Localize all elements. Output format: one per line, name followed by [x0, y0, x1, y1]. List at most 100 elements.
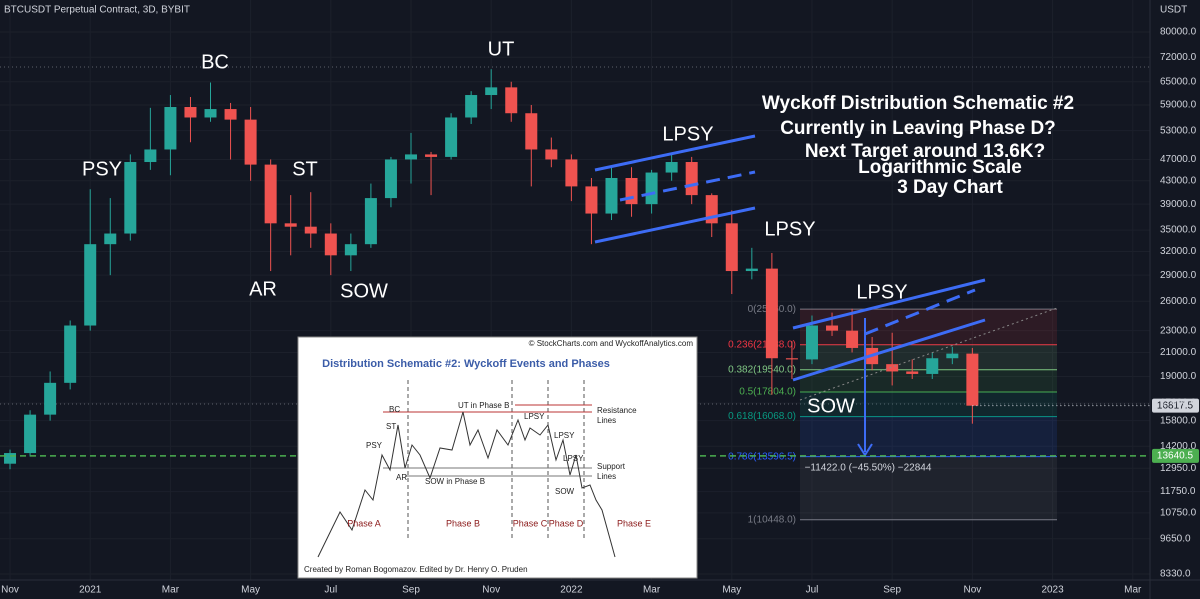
chart-title: BTCUSDT Perpetual Contract, 3D, BYBIT	[4, 5, 190, 16]
channel-mid	[619, 170, 756, 202]
candle-body	[725, 223, 738, 272]
y-tick-label: 21000.0	[1160, 347, 1197, 358]
candle-body	[304, 226, 317, 234]
description-line: 3 Day Chart	[897, 177, 1003, 198]
inset-event: ST	[386, 422, 396, 431]
fib-trend	[799, 307, 1058, 401]
x-tick-label: May	[241, 585, 260, 596]
candle-body	[846, 330, 859, 348]
inset-phase: Phase C	[513, 518, 548, 528]
y-tick-label: 19000.0	[1160, 371, 1197, 382]
y-tick-label: 12950.0	[1160, 463, 1197, 474]
inset-event: AR	[396, 473, 407, 482]
x-tick-label: 2022	[560, 585, 583, 596]
candle-body	[826, 325, 839, 331]
candle-body	[685, 162, 698, 196]
candle-body	[184, 107, 197, 118]
y-tick-label: 29000.0	[1160, 270, 1197, 281]
candle-body	[264, 164, 277, 224]
candle-body	[324, 233, 337, 256]
y-tick-label: 9650.0	[1160, 533, 1191, 544]
price-badge-label: 16817.5	[1157, 400, 1194, 411]
candle-body	[344, 244, 357, 256]
candle-body	[946, 353, 959, 359]
annotation: AR	[249, 278, 277, 300]
fib-label: 0.786(13596.5)	[728, 451, 796, 462]
candle-body	[284, 223, 297, 227]
annotation: LPSY	[764, 218, 815, 240]
candle-body	[926, 358, 939, 374]
x-tick-label: Sep	[883, 585, 901, 596]
candle-body	[545, 149, 558, 160]
inset-event: Resistance	[597, 406, 637, 415]
candle-body	[84, 244, 97, 326]
x-tick-label: May	[722, 585, 741, 596]
x-tick-label: Mar	[1124, 585, 1142, 596]
candle-body	[44, 382, 57, 415]
candle-body	[745, 268, 758, 272]
annotation: UT	[488, 38, 515, 60]
channel-mid	[864, 288, 976, 336]
candle-body	[525, 113, 538, 150]
channels	[594, 134, 986, 457]
x-tick-label: 2021	[79, 585, 102, 596]
price-badge-label: 13640.5	[1157, 450, 1194, 461]
candle-body	[645, 172, 658, 205]
x-tick-label: Mar	[162, 585, 180, 596]
inset-event: PSY	[366, 441, 383, 450]
candle-body	[485, 87, 498, 96]
x-tick-label: Nov	[1, 585, 19, 596]
candle-body	[805, 325, 818, 360]
candle-body	[204, 109, 217, 118]
fib-label: 0.5(17804.0)	[739, 387, 796, 398]
y-tick-label: 39000.0	[1160, 199, 1197, 210]
inset-phase: Phase D	[549, 518, 584, 528]
y-tick-label: 11750.0	[1160, 486, 1196, 497]
candle-body	[966, 353, 979, 406]
channel-line	[594, 134, 756, 172]
candles	[4, 69, 979, 470]
fib-label: 0.236(21688.0)	[728, 339, 796, 350]
candle-body	[625, 177, 638, 205]
fib-zone	[800, 416, 1057, 457]
channel-line	[792, 318, 986, 382]
annotation: ST	[292, 158, 318, 180]
inset-event: LPSY	[554, 431, 575, 440]
description-line: Next Target around 13.6K?	[805, 141, 1045, 162]
description-line: Currently in Leaving Phase D?	[780, 118, 1056, 139]
annotation: SOW	[807, 395, 855, 417]
inset-frame	[297, 336, 698, 579]
measure-label: −11422.0 (−45.50%) −22844	[805, 463, 932, 474]
candle-body	[364, 198, 377, 245]
y-tick-label: 65000.0	[1160, 76, 1197, 87]
candle-body	[605, 177, 618, 214]
inset-event: Lines	[597, 472, 616, 481]
candle-body	[405, 154, 418, 160]
candle-body	[505, 87, 518, 114]
candle-body	[465, 95, 478, 118]
description-line: Wyckoff Distribution Schematic #2	[762, 93, 1074, 114]
x-tick-label: Nov	[963, 585, 981, 596]
annotation: LPSY	[856, 281, 907, 303]
candle-body	[565, 159, 578, 187]
x-tick-label: Sep	[402, 585, 420, 596]
y-tick-label: 59000.0	[1160, 100, 1197, 111]
x-tick-label: Jul	[324, 585, 337, 596]
candle-body	[124, 162, 137, 234]
y-tick-label: 15800.0	[1160, 415, 1197, 426]
y-tick-label: 43000.0	[1160, 175, 1197, 186]
y-tick-label: 32000.0	[1160, 246, 1197, 257]
y-tick-label: 72000.0	[1160, 52, 1197, 63]
inset-image: © StockCharts.com and WyckoffAnalytics.c…	[297, 336, 698, 579]
y-tick-label: 10750.0	[1160, 508, 1197, 519]
fib-retracement: 0(25160.0)0.236(21688.0)0.382(19540.0)0.…	[728, 304, 1057, 525]
candle-body	[164, 107, 177, 150]
x-tick-label: Nov	[482, 585, 500, 596]
candle-body	[64, 325, 77, 383]
y-tick-label: 53000.0	[1160, 125, 1197, 136]
price-badge	[1152, 448, 1199, 463]
candle-body	[4, 453, 17, 464]
y-tick-label: 47000.0	[1160, 154, 1197, 165]
